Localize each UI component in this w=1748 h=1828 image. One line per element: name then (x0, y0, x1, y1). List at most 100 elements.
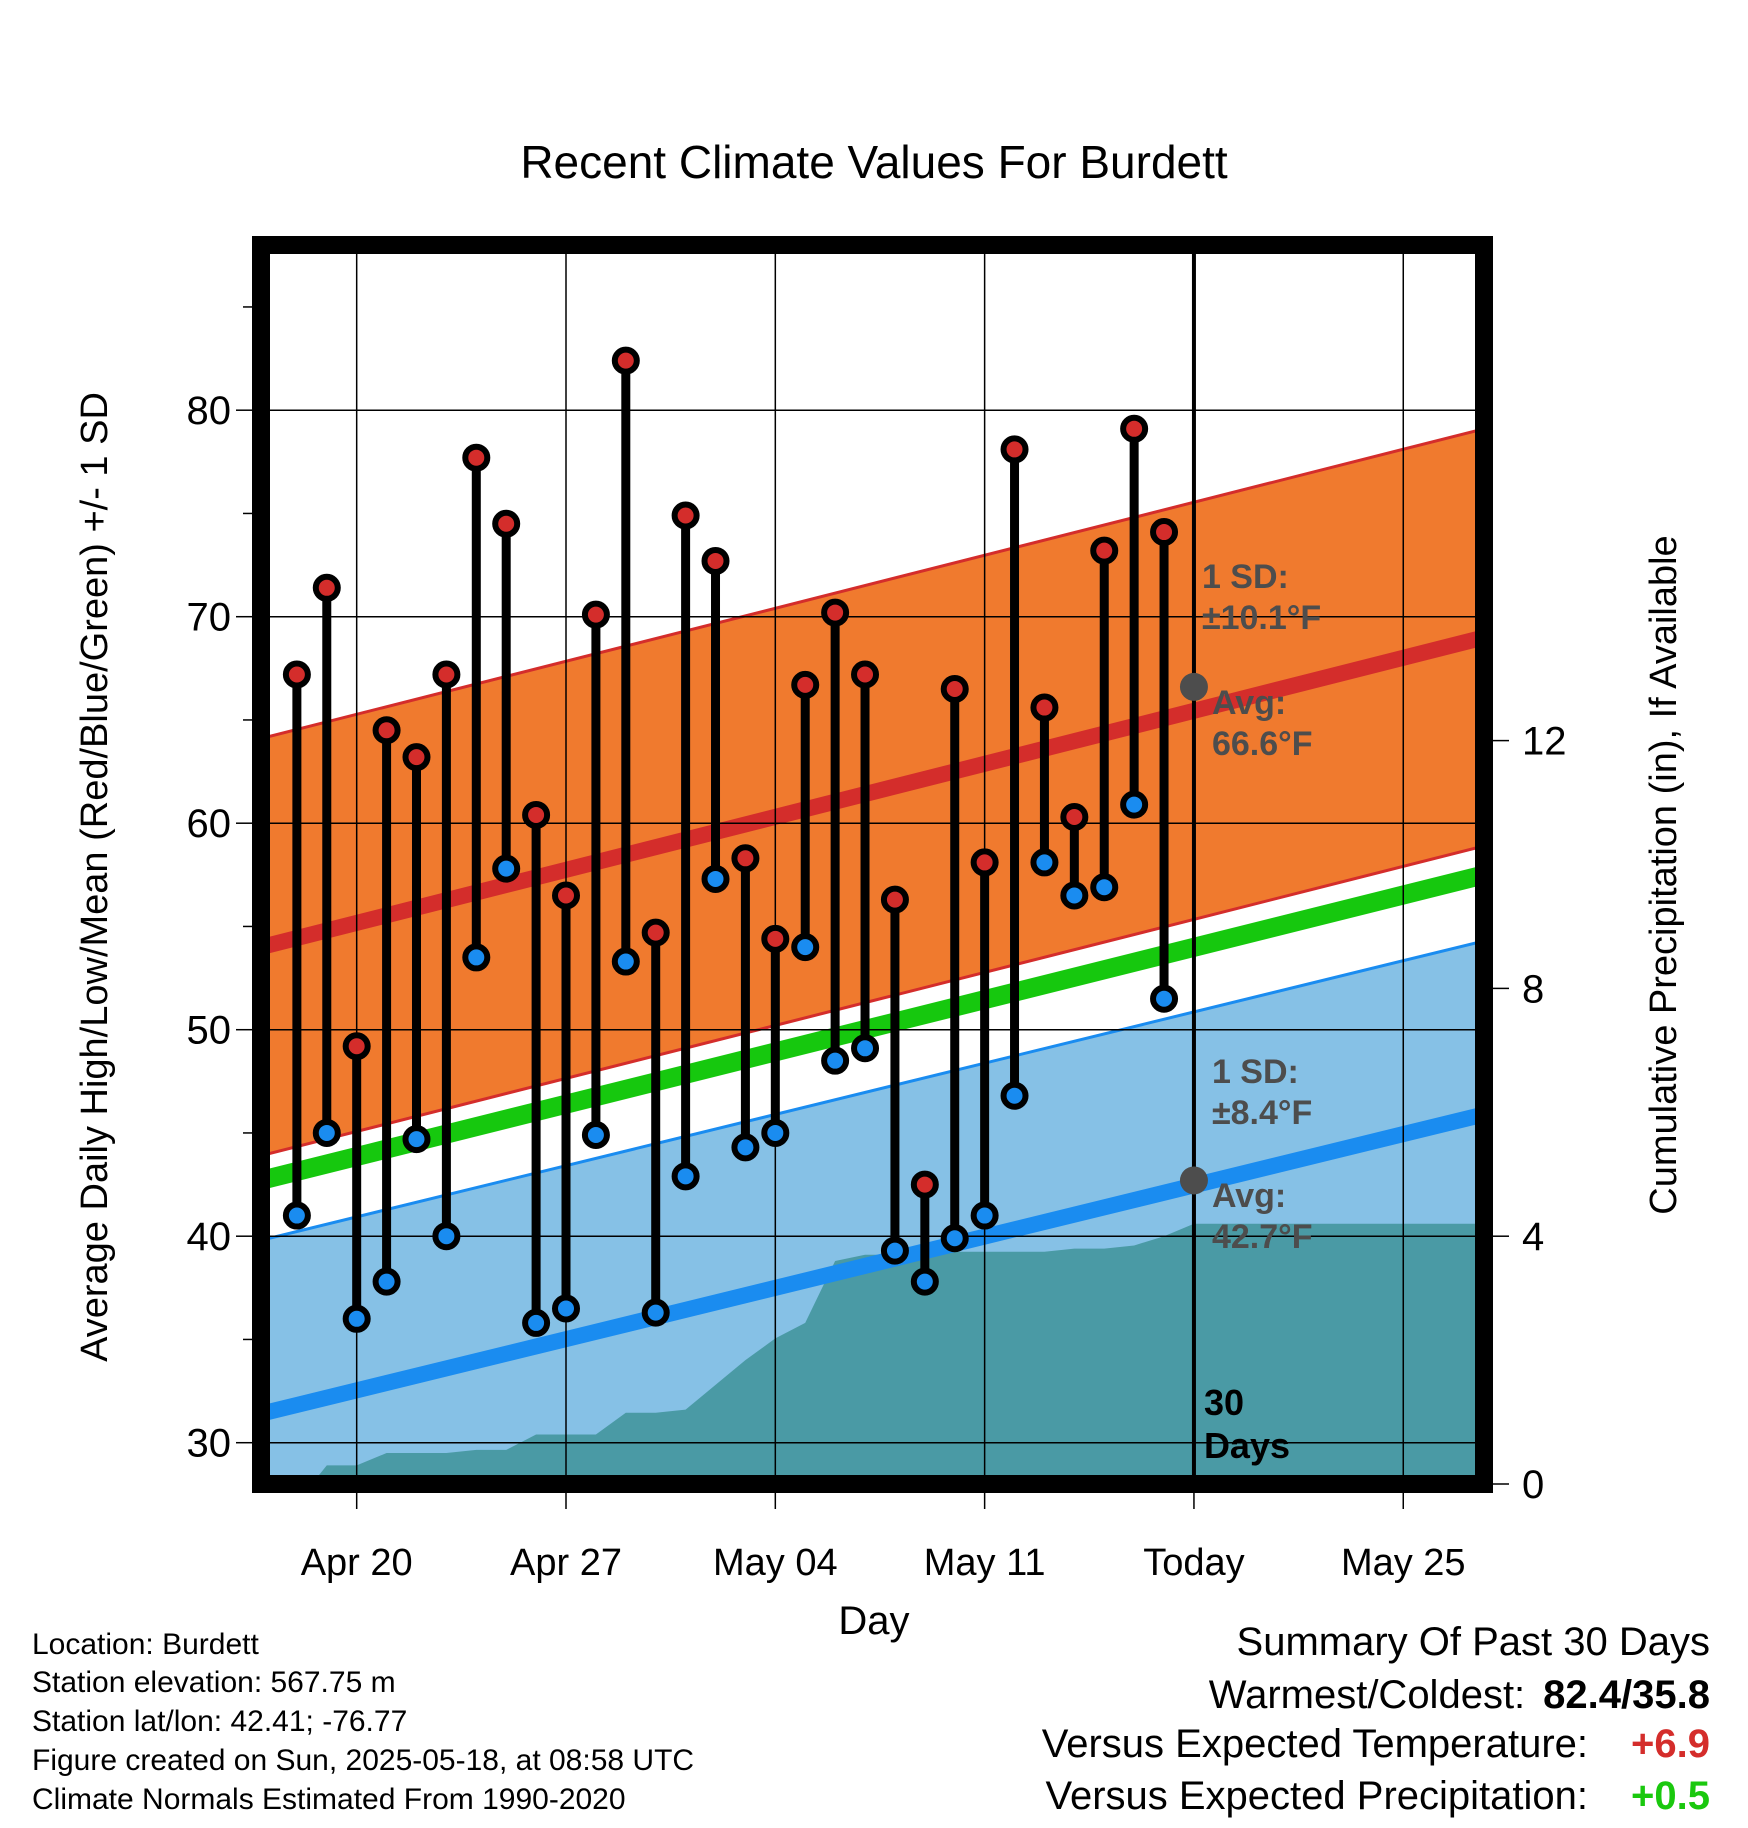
x-tick-label: May 11 (924, 1542, 1046, 1584)
daily-low-point (1000, 1081, 1029, 1110)
plot-frame (252, 236, 1493, 1493)
y2-tick-label: 8 (1522, 967, 1544, 1011)
low-avg-annotation-line: Avg: (1212, 1177, 1286, 1215)
daily-low-point (1060, 881, 1089, 910)
info-latlon: Station lat/lon: 42.41; -76.77 (32, 1705, 408, 1738)
y-tick-label: 30 (187, 1422, 232, 1466)
low-avg-line (261, 1106, 1484, 1422)
x-tick-label: Apr 20 (301, 1542, 413, 1584)
summary-precip-label: Versus Expected Precipitation: (1045, 1774, 1588, 1818)
y-tick-label: 40 (187, 1215, 232, 1259)
daily-low-point (671, 1162, 700, 1191)
daily-low-point (701, 864, 730, 893)
high-avg-line (261, 629, 1484, 955)
high-sd-annotation-line: ±10.1°F (1202, 599, 1321, 637)
mean-avg-line (261, 865, 1484, 1190)
daily-low-point (880, 1236, 909, 1265)
y-tick-label: 80 (187, 389, 232, 433)
daily-low-point (910, 1267, 939, 1296)
daily-high-point (432, 660, 461, 689)
daily-high-point (1060, 803, 1089, 832)
x-tick-label: May 25 (1341, 1542, 1466, 1584)
daily-low-point (1090, 873, 1119, 902)
daily-high-point (1120, 414, 1149, 443)
x-tick-label: Today (1143, 1542, 1244, 1584)
high-avg-annotation-line: Avg: (1212, 684, 1286, 722)
daily-low-point (1150, 984, 1179, 1013)
daily-low-point (552, 1294, 581, 1323)
daily-low-point (1120, 790, 1149, 819)
y2-tick-label: 12 (1522, 720, 1567, 764)
low-sd-annotation: 1 SD: ±8.4°F (1212, 1053, 1312, 1132)
info-created: Figure created on Sun, 2025-05-18, at 08… (32, 1744, 695, 1777)
high-sd-annotation: 1 SD: ±10.1°F (1202, 558, 1321, 637)
high-sd-lower-edge (261, 844, 1484, 1158)
summary-heading: Summary Of Past 30 Days (1236, 1620, 1710, 1664)
daily-high-point (791, 670, 820, 699)
daily-high-point (731, 844, 760, 873)
daily-low-point (522, 1308, 551, 1337)
x-axis-label: Day (838, 1599, 909, 1643)
daily-high-point (581, 600, 610, 629)
daily-high-point (761, 924, 790, 953)
summary-precip-row: Versus Expected Precipitation: +0.5 (1045, 1774, 1710, 1819)
high-sd-upper-edge (261, 427, 1484, 740)
daily-high-point (611, 346, 640, 375)
summary-warmest-label: Warmest/Coldest: (1208, 1673, 1526, 1717)
low-sd-annotation-line: 1 SD: (1212, 1053, 1299, 1091)
daily-high-point (851, 660, 880, 689)
daily-low-point (1030, 848, 1059, 877)
daily-high-point (910, 1170, 939, 1199)
daily-high-point (342, 1032, 371, 1061)
info-normals: Climate Normals Estimated From 1990-2020 (32, 1783, 626, 1816)
low-avg-annotation-line: 42.7°F (1212, 1218, 1313, 1256)
daily-high-point (282, 660, 311, 689)
daily-low-point (462, 943, 491, 972)
daily-low-point (940, 1224, 969, 1253)
daily-low-point (492, 854, 521, 883)
daily-low-point (821, 1046, 850, 1075)
daily-low-point (372, 1267, 401, 1296)
summary-temp-value: +6.9 (1631, 1722, 1710, 1766)
low-avg-today-marker (1179, 1166, 1208, 1195)
daily-high-point (402, 743, 431, 772)
high-avg-annotation: Avg: 66.6°F (1212, 684, 1313, 763)
y-tick-label: 50 (187, 1009, 232, 1053)
x-tick-label: May 04 (713, 1542, 838, 1584)
y2-tick-label: 4 (1522, 1215, 1544, 1259)
high-sd-annotation-line: 1 SD: (1202, 558, 1289, 596)
daily-low-point (851, 1034, 880, 1063)
daily-high-point (312, 573, 341, 602)
daily-low-point (581, 1121, 610, 1150)
today-days-label: 30 Days (1204, 1382, 1290, 1466)
daily-low-point (432, 1222, 461, 1251)
daily-high-point (641, 918, 670, 947)
daily-high-point (1030, 693, 1059, 722)
daily-high-point (1090, 536, 1119, 565)
summary-temp-label: Versus Expected Temperature: (1041, 1722, 1588, 1766)
daily-high-point (522, 800, 551, 829)
daily-low-point (791, 933, 820, 962)
high-avg-annotation-line: 66.6°F (1212, 725, 1313, 763)
low-sd-upper-edge (261, 939, 1484, 1242)
daily-low-point (731, 1133, 760, 1162)
summary-precip-value: +0.5 (1631, 1774, 1710, 1818)
info-elevation: Station elevation: 567.75 m (32, 1666, 396, 1699)
daily-low-point (611, 947, 640, 976)
summary-warmest-row: Warmest/Coldest: 82.4/35.8 (1209, 1673, 1710, 1718)
daily-high-point (940, 674, 969, 703)
daily-high-point (701, 546, 730, 575)
daily-high-point (1000, 435, 1029, 464)
chart-title: Recent Climate Values For Burdett (520, 136, 1228, 188)
daily-low-point (342, 1304, 371, 1333)
today-days-label-line: 30 (1204, 1382, 1244, 1423)
summary-warmest-value: 82.4/35.8 (1543, 1673, 1710, 1717)
precip-area (261, 1223, 1484, 1484)
daily-high-point (821, 598, 850, 627)
daily-high-point (462, 443, 491, 472)
daily-high-point (372, 716, 401, 745)
high-avg-today-marker (1179, 672, 1208, 701)
